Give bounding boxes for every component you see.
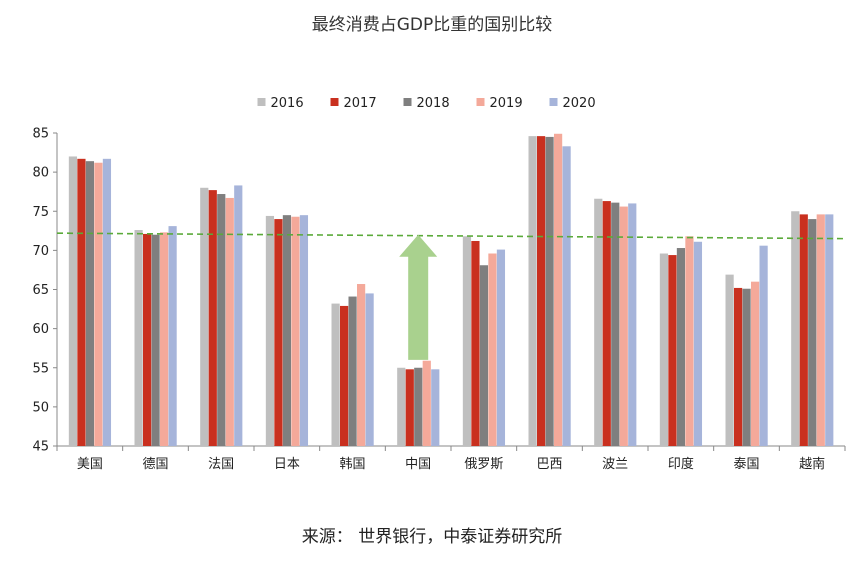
bar-2016-4 [331, 303, 340, 446]
up-arrow-annotation [399, 234, 438, 360]
bar-2018-11 [808, 219, 817, 446]
bar-2017-3 [274, 219, 283, 446]
legend-label-2020: 2020 [563, 96, 596, 111]
x-category-label: 俄罗斯 [464, 457, 503, 472]
chart-source: 来源： 世界银行，中泰证券研究所 [301, 527, 563, 547]
y-tick-label: 75 [32, 205, 49, 220]
bar-2020-5 [431, 369, 440, 446]
bar-2020-8 [628, 203, 637, 446]
bar-2020-11 [825, 214, 834, 446]
legend-label-2018: 2018 [417, 96, 450, 111]
bar-2016-5 [397, 367, 406, 446]
bar-2018-5 [414, 367, 423, 446]
y-tick-label: 85 [32, 127, 49, 142]
bar-2018-2 [217, 194, 226, 446]
bar-2018-6 [479, 265, 489, 446]
bar-2018-7 [545, 136, 554, 446]
bar-2016-8 [594, 198, 603, 446]
bar-2016-3 [265, 215, 275, 446]
bar-2020-1 [168, 226, 177, 446]
bar-2017-10 [734, 287, 743, 446]
bar-2016-1 [134, 230, 143, 446]
reference-dashed-line [56, 232, 846, 240]
y-tick-label: 50 [32, 400, 49, 415]
bar-2018-4 [348, 296, 357, 446]
legend-label-2019: 2019 [490, 96, 523, 111]
bar-2020-3 [299, 215, 309, 446]
legend-swatch-2019 [476, 98, 485, 106]
bar-2017-7 [537, 136, 546, 446]
legend-swatch-2017 [330, 98, 339, 106]
x-category-label: 印度 [668, 456, 694, 472]
bar-2017-4 [340, 305, 349, 446]
y-tick-label: 60 [32, 322, 49, 337]
bar-2017-1 [143, 233, 152, 446]
bar-2017-8 [602, 201, 611, 446]
legend-swatch-2018 [403, 98, 412, 106]
bar-2018-3 [282, 215, 292, 446]
bar-2020-10 [759, 245, 768, 446]
bar-2016-6 [462, 236, 472, 446]
x-category-label: 德国 [142, 457, 168, 472]
legend-label-2016: 2016 [271, 96, 304, 111]
bar-2018-10 [742, 288, 751, 446]
x-category-label: 波兰 [602, 457, 628, 472]
bar-2018-0 [85, 161, 95, 447]
bar-2018-1 [151, 234, 160, 446]
bar-2017-5 [405, 369, 414, 446]
bar-2019-9 [685, 236, 694, 446]
bar-2017-2 [208, 190, 217, 446]
legend-label-2017: 2017 [344, 96, 377, 111]
bar-2019-10 [751, 281, 760, 446]
bar-2020-4 [365, 293, 374, 446]
x-category-label: 越南 [799, 456, 825, 472]
x-category-label: 韩国 [339, 457, 365, 472]
y-tick-label: 45 [32, 440, 49, 455]
bar-2019-11 [816, 214, 825, 446]
x-category-label: 法国 [208, 457, 234, 472]
bar-2019-0 [94, 162, 103, 447]
x-category-label: 泰国 [733, 457, 759, 472]
bar-2017-9 [668, 255, 677, 446]
bar-2016-7 [528, 136, 537, 446]
bar-2019-2 [225, 197, 234, 446]
chart-title: 最终消费占GDP比重的国别比较 [311, 15, 553, 35]
bar-2018-8 [611, 202, 620, 446]
bar-2017-0 [77, 158, 86, 446]
x-category-label: 日本 [274, 457, 300, 472]
bar-2016-9 [659, 253, 669, 446]
bar-2019-8 [619, 206, 628, 446]
bar-2019-1 [160, 232, 169, 446]
bar-2016-11 [791, 211, 800, 446]
x-category-label: 中国 [405, 457, 431, 472]
bar-2017-11 [799, 214, 808, 446]
legend-swatch-2016 [257, 98, 266, 106]
y-tick-label: 55 [32, 361, 49, 376]
x-category-label: 巴西 [536, 457, 562, 472]
y-tick-label: 80 [32, 166, 49, 181]
bar-2017-6 [471, 240, 480, 446]
bar-2019-6 [488, 253, 497, 446]
y-tick-label: 70 [32, 244, 49, 259]
bar-2016-0 [68, 156, 78, 446]
bar-2020-9 [693, 241, 703, 446]
bar-2020-7 [562, 146, 571, 447]
bar-2019-5 [422, 360, 431, 446]
bar-2016-10 [725, 274, 734, 446]
bar-2020-0 [102, 158, 112, 446]
bar-2019-4 [357, 284, 366, 446]
bar-2020-2 [234, 185, 243, 446]
bar-2016-2 [200, 187, 209, 446]
bar-2019-7 [554, 133, 563, 446]
legend-swatch-2020 [549, 98, 558, 106]
y-tick-label: 65 [32, 283, 49, 298]
bar-2018-9 [676, 248, 686, 446]
bar-2019-3 [291, 216, 300, 446]
bar-2020-6 [496, 249, 506, 446]
x-category-label: 美国 [77, 457, 103, 472]
